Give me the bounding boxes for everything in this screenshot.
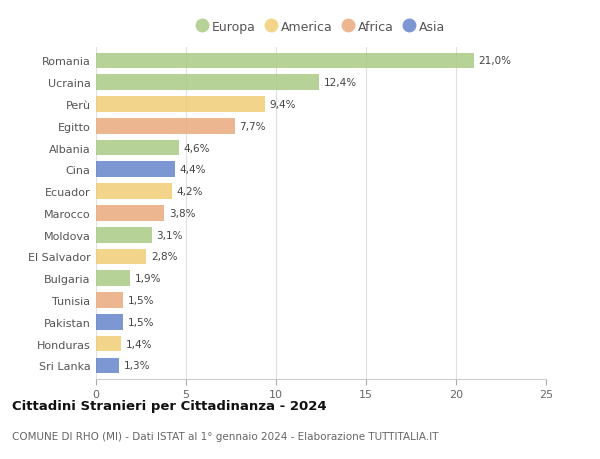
Text: 4,2%: 4,2% (176, 187, 203, 197)
Text: 9,4%: 9,4% (270, 100, 296, 110)
Bar (96, 206, 164, 221)
Bar (96, 97, 265, 112)
Text: 2,8%: 2,8% (151, 252, 178, 262)
Bar (96, 249, 146, 265)
Bar (96, 314, 123, 330)
Text: 4,6%: 4,6% (184, 143, 210, 153)
Bar (96, 140, 179, 156)
Bar (96, 184, 172, 200)
Text: 1,9%: 1,9% (134, 274, 161, 284)
Text: COMUNE DI RHO (MI) - Dati ISTAT al 1° gennaio 2024 - Elaborazione TUTTITALIA.IT: COMUNE DI RHO (MI) - Dati ISTAT al 1° ge… (12, 431, 439, 442)
Bar (96, 271, 130, 286)
Bar (96, 358, 119, 374)
Text: 1,5%: 1,5% (128, 317, 154, 327)
Text: 3,8%: 3,8% (169, 208, 196, 218)
Legend: Europa, America, Africa, Asia: Europa, America, Africa, Asia (197, 22, 445, 34)
Text: 7,7%: 7,7% (239, 122, 266, 131)
Bar (96, 227, 152, 243)
Text: 12,4%: 12,4% (324, 78, 357, 88)
Text: 4,4%: 4,4% (180, 165, 206, 175)
Bar (96, 53, 474, 69)
Bar (96, 292, 123, 308)
Text: Cittadini Stranieri per Cittadinanza - 2024: Cittadini Stranieri per Cittadinanza - 2… (12, 399, 326, 412)
Text: 21,0%: 21,0% (479, 56, 511, 66)
Bar (96, 336, 121, 352)
Text: 3,1%: 3,1% (156, 230, 183, 240)
Text: 1,3%: 1,3% (124, 361, 151, 370)
Text: 1,5%: 1,5% (128, 296, 154, 305)
Text: 1,4%: 1,4% (126, 339, 152, 349)
Bar (96, 162, 175, 178)
Bar (96, 75, 319, 91)
Bar (96, 118, 235, 134)
